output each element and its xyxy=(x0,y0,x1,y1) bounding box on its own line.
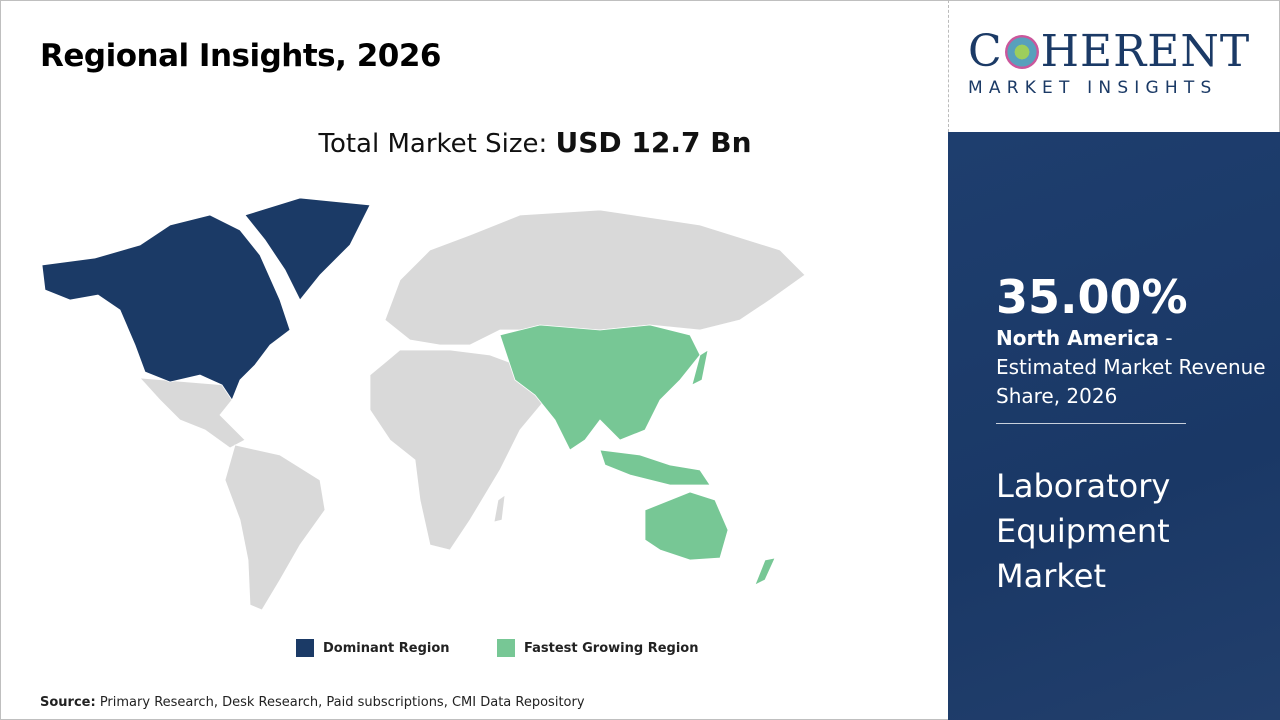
total-value: USD 12.7 Bn xyxy=(555,126,752,159)
share-description: North America - Estimated Market Revenue… xyxy=(996,324,1271,411)
map-asia xyxy=(499,324,701,451)
market-name: Laboratory Equipment Market xyxy=(996,467,1171,595)
map-europe-russia xyxy=(384,209,806,346)
page-title: Regional Insights, 2026 xyxy=(40,38,441,74)
legend-swatch xyxy=(296,639,314,657)
map-africa-middle-east xyxy=(369,349,546,551)
share-desc-text: - Estimated Market Revenue Share, 2026 xyxy=(996,326,1266,408)
map-indonesia xyxy=(599,449,711,486)
total-label: Total Market Size: xyxy=(318,129,548,159)
map-madagascar xyxy=(493,494,506,523)
map-south-america xyxy=(224,444,326,611)
map-new-zealand xyxy=(754,557,776,586)
source-note: Source: Primary Research, Desk Research,… xyxy=(40,695,585,710)
share-value: 35.00% xyxy=(996,270,1188,324)
company-logo: C HERENT MARKET INSIGHTS xyxy=(968,30,1268,99)
legend-dominant: Dominant Region xyxy=(296,639,450,657)
legend-label: Dominant Region xyxy=(323,640,450,656)
map-australia xyxy=(644,491,729,561)
divider xyxy=(948,0,949,132)
total-market-size: Total Market Size: USD 12.7 Bn xyxy=(0,126,1070,159)
map-north-america xyxy=(41,214,291,401)
logo-tagline: MARKET INSIGHTS xyxy=(968,78,1218,98)
legend-fastest: Fastest Growing Region xyxy=(497,639,698,657)
panel-separator xyxy=(996,423,1186,424)
region-name: North America xyxy=(996,326,1160,350)
insight-panel: 35.00% North America - Estimated Market … xyxy=(948,132,1280,720)
source-text: Primary Research, Desk Research, Paid su… xyxy=(95,695,585,710)
legend-swatch xyxy=(497,639,515,657)
map-japan xyxy=(691,349,709,386)
source-label: Source: xyxy=(40,695,96,710)
map-greenland xyxy=(244,197,371,301)
world-map xyxy=(41,197,806,611)
globe-icon xyxy=(1004,35,1039,69)
legend-label: Fastest Growing Region xyxy=(524,640,699,656)
